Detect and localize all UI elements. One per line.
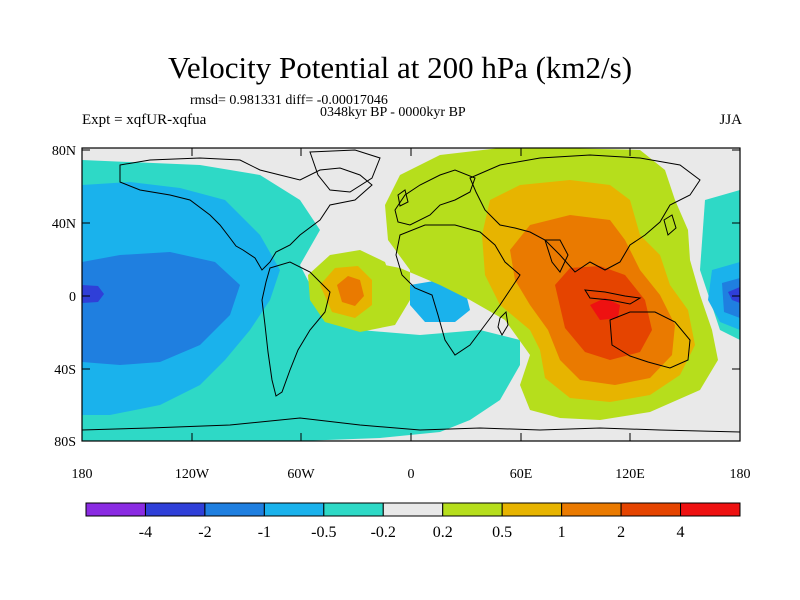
colorbar-tick-label: -4 — [139, 524, 152, 541]
contour-red — [590, 298, 620, 320]
coastline-africa — [395, 224, 521, 356]
colorbar-labels: -4 -2 -1 -0.5 -0.2 0.2 0.5 1 2 4 — [139, 524, 685, 541]
coastline-australia — [609, 311, 691, 369]
x-label-60e: 60E — [510, 467, 533, 482]
experiment-label: Expt = xqfUR-xqfua — [82, 112, 207, 128]
coastline-south-america — [261, 261, 331, 397]
colorbar-swatch — [204, 502, 265, 517]
coastline-madagascar — [497, 310, 509, 337]
colorbar-swatch — [144, 502, 206, 517]
coastline-greenland — [309, 149, 381, 193]
colorbar-swatch — [85, 502, 146, 517]
colorbar-swatch — [501, 502, 563, 517]
colorbar-tick-label: -0.2 — [371, 524, 396, 541]
y-label-80n: 80N — [52, 144, 76, 159]
coastline-indonesia — [584, 289, 642, 305]
x-axis-ticks — [81, 148, 631, 441]
colorbar-swatch — [620, 502, 682, 517]
colorbar-tick-label: 0.5 — [492, 524, 512, 541]
colorbar-swatch — [323, 502, 384, 517]
y-label-80s: 80S — [54, 435, 76, 450]
colorbar-tick-label: -2 — [198, 524, 211, 541]
colorbar-tick-label: 1 — [558, 524, 566, 541]
coastline-antarctica — [82, 417, 740, 433]
contour-darkblue-west — [82, 285, 104, 303]
x-label-0: 0 — [408, 467, 415, 482]
colorbar — [85, 502, 741, 517]
y-axis-labels: 80N 40N 0 40S 80S — [52, 144, 76, 450]
x-label-120w: 120W — [175, 467, 210, 482]
contour-darkblue-east — [728, 287, 740, 303]
contour-orange-atlantic — [337, 276, 364, 306]
colorbar-tick-label: -1 — [258, 524, 271, 541]
period-text: 0348kyr BP - 0000kyr BP — [320, 105, 466, 120]
colorbar-tick-label: 0.2 — [433, 524, 453, 541]
y-label-0: 0 — [69, 290, 76, 305]
x-label-180-right: 180 — [730, 467, 751, 482]
colorbar-swatch — [680, 502, 741, 517]
coastline-india — [544, 239, 569, 273]
coastlines — [82, 149, 740, 433]
colorbar-swatch — [382, 502, 444, 517]
y-axis-ticks — [82, 149, 740, 442]
coastline-asia — [469, 154, 701, 273]
map-field — [82, 148, 740, 441]
coastline-europe — [394, 169, 476, 226]
colorbar-tick-label: 4 — [677, 524, 685, 541]
map-title: Velocity Potential at 200 hPa (km2/s) — [167, 50, 633, 85]
colorbar-swatch — [263, 502, 325, 517]
stats-text: rmsd= 0.981331 diff= -0.00017046 — [190, 93, 388, 108]
season-label: JJA — [719, 112, 742, 128]
x-label-60w: 60W — [287, 467, 315, 482]
y-label-40n: 40N — [52, 217, 76, 232]
contour-blue-west — [82, 252, 240, 365]
colorbar-swatch — [561, 502, 622, 517]
colorbar-swatch — [442, 502, 503, 517]
x-axis-labels: 180 120W 60W 0 60E 120E 180 — [72, 467, 751, 482]
coastline-uk — [397, 189, 409, 207]
colorbar-tick-label: -0.5 — [311, 524, 336, 541]
colorbar-tick-label: 2 — [617, 524, 625, 541]
y-label-40s: 40S — [54, 363, 76, 378]
coastline-north-america — [119, 157, 373, 271]
coastline-japan — [663, 214, 677, 236]
x-label-180-left: 180 — [72, 467, 93, 482]
x-label-120e: 120E — [615, 467, 645, 482]
